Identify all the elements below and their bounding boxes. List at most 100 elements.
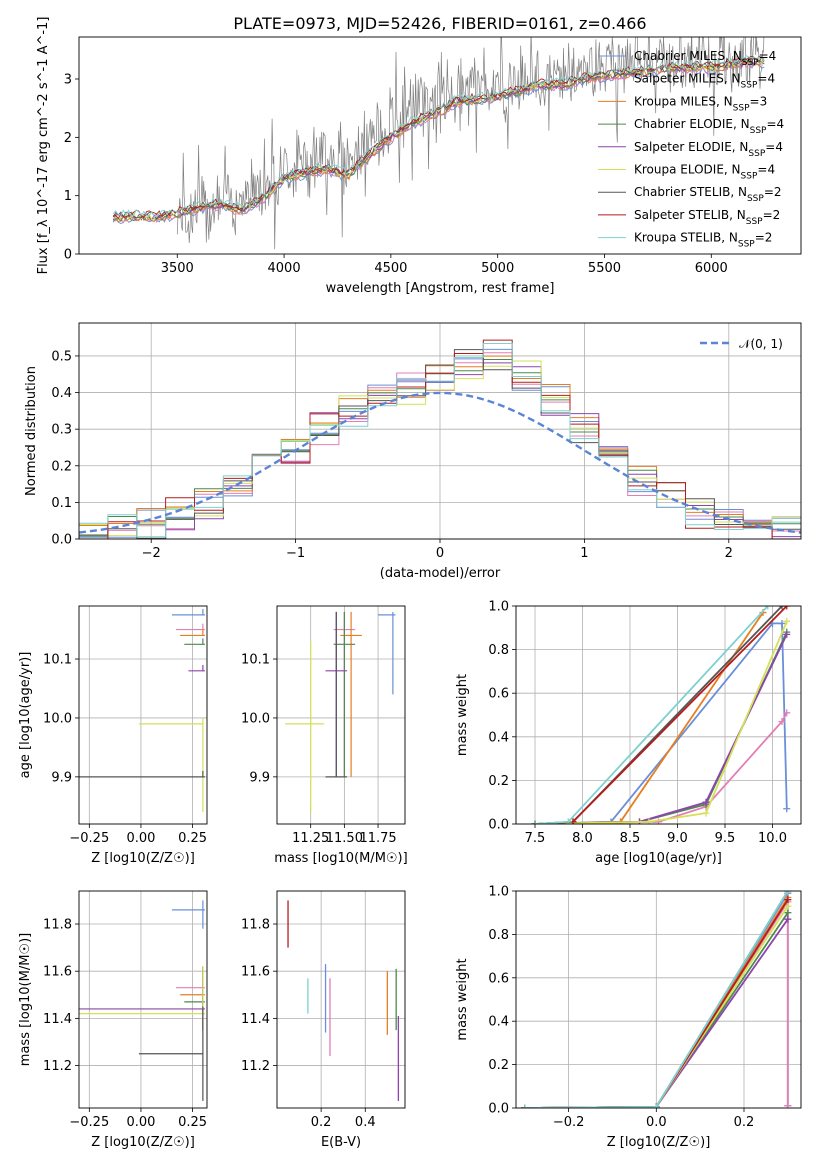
mass-weight-marker: [783, 709, 791, 717]
spectrum-xtick-label: 6000: [695, 261, 728, 276]
mass-weight-marker: [783, 805, 791, 813]
cumulative-mass-weight-metallicity-ytick-label: 0.8: [488, 928, 509, 943]
spectrum-xtick-label: 5500: [588, 261, 621, 276]
cumulative-mass-weight-age-ytick-label: 0.8: [488, 643, 509, 658]
age-vs-metallicity-ytick-label: 10.0: [43, 711, 72, 726]
age-vs-metallicity-xtick-label: 0.25: [178, 831, 207, 846]
age-vs-metallicity-frame: [78, 605, 208, 825]
residual-histogram-ytick-label: 0.0: [51, 533, 72, 548]
mass-vs-reddening-xtick-label: 0.4: [355, 1115, 376, 1130]
mass-vs-metallicity-ytick-label: 11.4: [43, 1012, 72, 1027]
age-vs-mass-xtick-label: 11.25: [292, 831, 329, 846]
mass-weight-line: [534, 606, 788, 824]
mass-weight-marker: [783, 606, 791, 610]
mass-vs-metallicity-xlabel: Z [log10(Z/Z☉)]: [91, 1135, 195, 1150]
histogram-step-line: [79, 349, 801, 539]
cumulative-mass-weight-age-xtick-label: 7.5: [525, 831, 546, 846]
mass-weight-marker: [645, 818, 653, 824]
mass-weight-marker: [652, 1103, 660, 1108]
age-vs-mass-ytick-label: 10.0: [241, 711, 270, 726]
cumulative-mass-weight-metallicity-ytick-label: 0.6: [488, 971, 509, 986]
cumulative-mass-weight-age-ytick-label: 0.2: [488, 774, 509, 789]
mass-weight-marker: [784, 902, 792, 910]
spectrum-xtick-label: 5000: [481, 261, 514, 276]
mass-weight-line: [534, 633, 788, 824]
residual-histogram-plot-area: [79, 339, 801, 539]
cumulative-mass-weight-age-ytick-label: 0.6: [488, 687, 509, 702]
cumulative-mass-weight-age-frame: [515, 605, 802, 825]
mass-weight-marker: [778, 606, 786, 610]
cumulative-mass-weight-metallicity-ytick-label: 1.0: [488, 885, 509, 900]
legend-label: Chabrier STELIB, NSSP=2: [634, 185, 782, 204]
age-vs-metallicity-ytick-label: 10.1: [43, 653, 72, 668]
legend-label: Chabrier MILES, NSSP=4: [634, 49, 776, 68]
age-vs-mass-plot-area: [285, 611, 396, 813]
age-vs-metallicity-ylabel: age [log10(age/yr)]: [18, 652, 33, 779]
residual-histogram-xtick-label: −2: [142, 546, 161, 561]
mass-weight-marker: [702, 798, 710, 806]
mass-vs-reddening-xlabel: E(B-V): [321, 1135, 361, 1150]
mass-vs-metallicity-xtick-label: 0.00: [126, 1115, 155, 1130]
spectrum-ytick-label: 3: [64, 73, 72, 88]
histogram-step-line: [79, 343, 801, 539]
legend-label: Kroupa ELODIE, NSSP=4: [634, 163, 775, 182]
spectrum-xlabel: wavelength [Angstrom, rest frame]: [326, 281, 555, 296]
mass-vs-reddening-frame: [276, 890, 406, 1109]
age-vs-mass-xtick-label: 11.50: [326, 831, 363, 846]
mass-weight-line: [534, 611, 764, 824]
mass-weight-marker: [564, 818, 572, 824]
cumulative-mass-weight-age-panel: 7.5 8.0 8.5 9.0 9.5 10.0 0.0 0.2 0.4 0.6 0.8 1.0 age…: [455, 600, 802, 866]
cumulative-mass-weight-age-xlabel: age [log10(age/yr)]: [595, 851, 722, 866]
cumulative-mass-weight-metallicity-xtick-label: 0.2: [734, 1115, 755, 1130]
mass-weight-marker: [784, 915, 792, 923]
residual-histogram-ytick-label: 0.3: [51, 423, 72, 438]
mass-weight-marker: [778, 718, 786, 726]
legend-label: Kroupa MILES, NSSP=3: [634, 94, 767, 113]
histogram-step-line: [79, 339, 801, 539]
mass-weight-marker: [521, 1104, 529, 1108]
cumulative-mass-weight-metallicity-xtick-label: −0.2: [553, 1115, 585, 1130]
mass-weight-line: [534, 622, 788, 824]
mass-weight-line: [534, 631, 788, 824]
residual-histogram-ytick-label: 0.1: [51, 496, 72, 511]
mass-weight-marker: [778, 619, 786, 627]
spectrum-xtick-label: 4000: [268, 261, 301, 276]
cumulative-mass-weight-metallicity-xtick-label: 0.0: [646, 1115, 667, 1130]
cumulative-mass-weight-age-ytick-label: 0.4: [488, 730, 509, 745]
normal-curve-line: [79, 391, 801, 534]
mass-weight-marker: [784, 896, 792, 904]
mass-vs-reddening-plot-area: [287, 900, 400, 1101]
cumulative-mass-weight-age-ytick-label: 1.0: [488, 600, 509, 615]
age-vs-metallicity-xtick-label: 0.00: [126, 831, 155, 846]
figure-title: PLATE=0973, MJD=52426, FIBERID=0161, z=0…: [233, 14, 646, 33]
residual-histogram-frame: [78, 322, 802, 540]
cumulative-mass-weight-age-ytick-label: 0.0: [488, 818, 509, 833]
mass-weight-line: [534, 606, 769, 824]
mass-vs-reddening-ytick-label: 11.4: [241, 1012, 270, 1027]
mass-vs-reddening-ytick-label: 11.2: [241, 1059, 270, 1074]
mass-vs-reddening-xtick-label: 0.2: [311, 1115, 332, 1130]
mass-vs-reddening-ytick-label: 11.8: [241, 918, 270, 933]
mass-weight-marker: [702, 809, 710, 817]
residual-histogram-xtick-label: 2: [725, 546, 733, 561]
mass-weight-marker: [783, 617, 791, 625]
residual-histogram-xtick-label: 0: [436, 546, 444, 561]
mass-vs-metallicity-frame: [78, 890, 208, 1109]
age-vs-mass-ytick-label: 10.1: [241, 653, 270, 668]
mass-weight-marker: [784, 909, 792, 917]
legend-label: Salpeter ELODIE, NSSP=4: [634, 140, 783, 159]
cumulative-mass-weight-metallicity-ylabel: mass weight: [455, 958, 470, 1040]
cumulative-mass-weight-metallicity-panel: −0.2 0.0 0.2 0.0 0.2 0.4 0.6 0.8 1.0 Z [log10(Z/Z…: [455, 885, 802, 1150]
mass-vs-metallicity-ytick-label: 11.2: [43, 1059, 72, 1074]
spectrum-ytick-label: 0: [64, 248, 72, 263]
cumulative-mass-weight-age-ylabel: mass weight: [455, 674, 470, 756]
mass-vs-metallicity-plot-area: [79, 900, 205, 1101]
age-vs-metallicity-panel: −0.25 0.00 0.25 9.9 10.0 10.1 Z [log10(Z/Z☉)] a…: [18, 605, 208, 866]
mass-vs-metallicity-ytick-label: 11.8: [43, 918, 72, 933]
cumulative-mass-weight-age-xtick-label: 9.5: [715, 831, 736, 846]
cumulative-mass-weight-metallicity-ytick-label: 0.0: [488, 1102, 509, 1117]
spectrum-xtick-label: 3500: [161, 261, 194, 276]
age-vs-mass-ytick-label: 9.9: [249, 770, 270, 785]
mass-weight-marker: [784, 891, 792, 895]
